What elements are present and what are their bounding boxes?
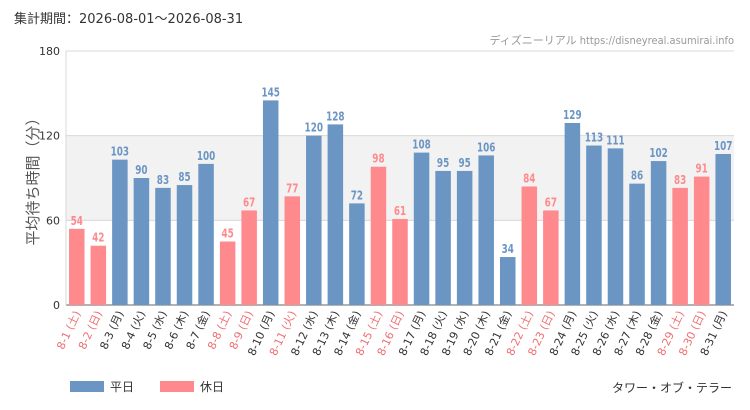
y-tick-label: 180 (39, 45, 60, 58)
data-label: 120 (305, 121, 324, 135)
data-label: 45 (221, 227, 233, 241)
data-label: 106 (477, 140, 496, 154)
bar (521, 186, 538, 305)
bar (456, 170, 473, 305)
legend-swatch-weekday (70, 381, 104, 392)
bar (650, 161, 667, 305)
data-label: 85 (178, 170, 190, 184)
data-label: 67 (243, 196, 255, 210)
y-tick-label: 0 (53, 299, 60, 312)
data-label: 102 (649, 146, 668, 160)
bar (69, 228, 85, 305)
attraction-name: タワー・オブ・テラー (611, 381, 732, 395)
bar (672, 187, 688, 305)
bar (262, 100, 279, 305)
bar (176, 185, 193, 305)
bar (327, 124, 344, 305)
bar (629, 183, 645, 305)
data-label: 67 (545, 196, 557, 210)
bar (349, 203, 365, 305)
legend-swatch-holiday (160, 381, 195, 392)
bar (413, 152, 430, 305)
bar (607, 148, 624, 305)
site-credit: ディズニーリアル https://disneyreal.asumirai.inf… (489, 34, 734, 47)
data-label: 111 (606, 133, 625, 147)
y-tick-label: 60 (46, 214, 60, 227)
bar (435, 170, 451, 305)
data-label: 128 (326, 109, 345, 123)
bar (241, 210, 257, 305)
data-label: 100 (197, 149, 216, 163)
bar (478, 155, 494, 305)
bar (155, 187, 171, 305)
bar (543, 210, 559, 305)
data-label: 83 (157, 173, 169, 187)
period-label: 集計期間：2026-08-01～2026-08-31 (14, 12, 244, 27)
data-label: 103 (111, 145, 130, 159)
data-label: 83 (674, 173, 686, 187)
data-label: 90 (135, 163, 147, 177)
data-label: 98 (372, 152, 384, 166)
data-label: 91 (696, 162, 708, 176)
data-label: 54 (71, 214, 83, 228)
legend: 平日 休日 (70, 378, 224, 395)
data-label: 34 (502, 242, 514, 256)
legend-item-holiday: 休日 (160, 378, 224, 395)
bar (112, 159, 128, 305)
legend-label-holiday: 休日 (200, 380, 225, 394)
data-label: 145 (261, 85, 280, 99)
data-label: 95 (458, 156, 470, 170)
bar (198, 163, 214, 305)
bar (219, 241, 236, 305)
bar (693, 176, 710, 305)
y-axis-title: 平均待ち時間（分） (24, 110, 42, 245)
data-label: 84 (523, 172, 535, 186)
legend-label-weekday: 平日 (110, 380, 135, 394)
data-label: 113 (585, 131, 604, 145)
bar (715, 154, 731, 305)
data-label: 72 (351, 188, 363, 202)
y-tick-label: 120 (39, 130, 60, 143)
bar (90, 245, 107, 305)
data-label: 95 (437, 156, 449, 170)
data-label: 77 (286, 181, 298, 195)
legend-item-weekday: 平日 (70, 378, 134, 395)
data-label: 129 (563, 108, 582, 122)
bar (586, 145, 602, 305)
data-label: 86 (631, 169, 643, 183)
bar (306, 135, 322, 305)
bar (133, 178, 150, 305)
bar (370, 166, 387, 305)
bar (564, 122, 581, 305)
data-label: 108 (412, 138, 431, 152)
data-label: 61 (394, 204, 406, 218)
data-label: 107 (714, 139, 733, 153)
bar (392, 218, 408, 305)
data-label: 42 (92, 231, 104, 245)
bar (499, 257, 516, 305)
bar (284, 196, 301, 305)
